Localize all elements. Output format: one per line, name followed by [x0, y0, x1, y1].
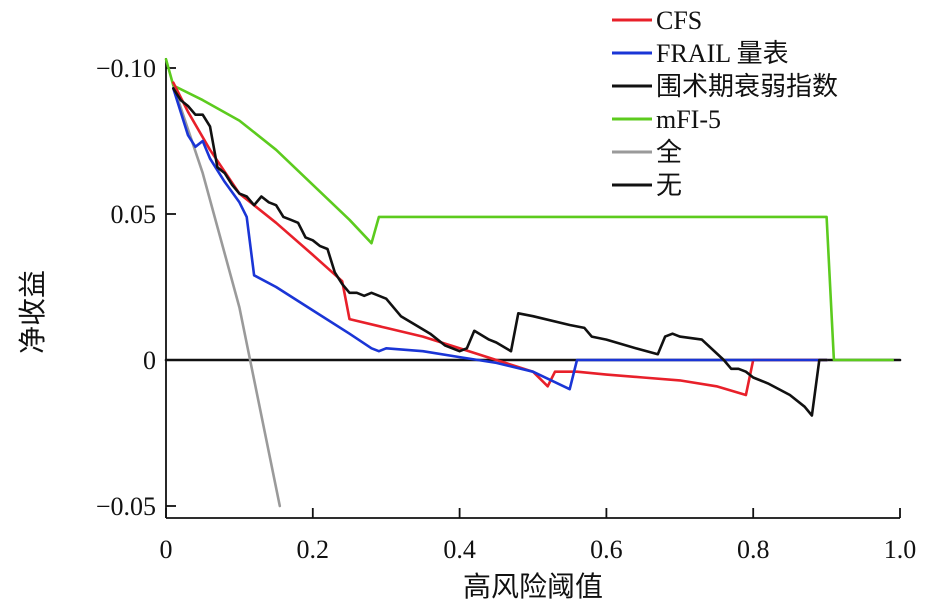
- series-layer: [164, 57, 902, 508]
- x-tick-label: 0: [160, 535, 173, 564]
- x-tick-label: 0.4: [443, 535, 476, 564]
- legend-label: CFS: [656, 6, 702, 35]
- series-line-2: [172, 87, 828, 417]
- legend-label: 无: [656, 171, 682, 200]
- x-tick-label: 1.0: [884, 535, 917, 564]
- chart-axes: −0.100.050−0.050 0.2 0.4 0.6 0.8 1.0: [96, 54, 916, 564]
- x-tick-label: 0.2: [297, 535, 330, 564]
- legend-label: 围术期衰弱指数: [656, 72, 838, 101]
- y-tick-label: 0.05: [111, 200, 157, 229]
- series-line-1: [172, 87, 828, 391]
- series-line-3: [164, 57, 895, 362]
- y-tick-label: −0.05: [96, 492, 156, 521]
- legend-label: mFI-5: [656, 105, 721, 134]
- legend-label: 全: [656, 138, 682, 167]
- x-axis-title: 高风险阈值: [463, 570, 603, 603]
- y-tick-label: −0.10: [96, 54, 156, 83]
- series-line-0: [172, 81, 828, 397]
- legend-label: FRAIL 量表: [656, 39, 789, 68]
- y-axis-title: 净收益: [16, 270, 49, 354]
- series-line-4: [172, 84, 282, 508]
- y-tick-label: 0: [143, 346, 156, 375]
- x-tick-label: 0.6: [590, 535, 623, 564]
- x-tick-label: 0.8: [737, 535, 770, 564]
